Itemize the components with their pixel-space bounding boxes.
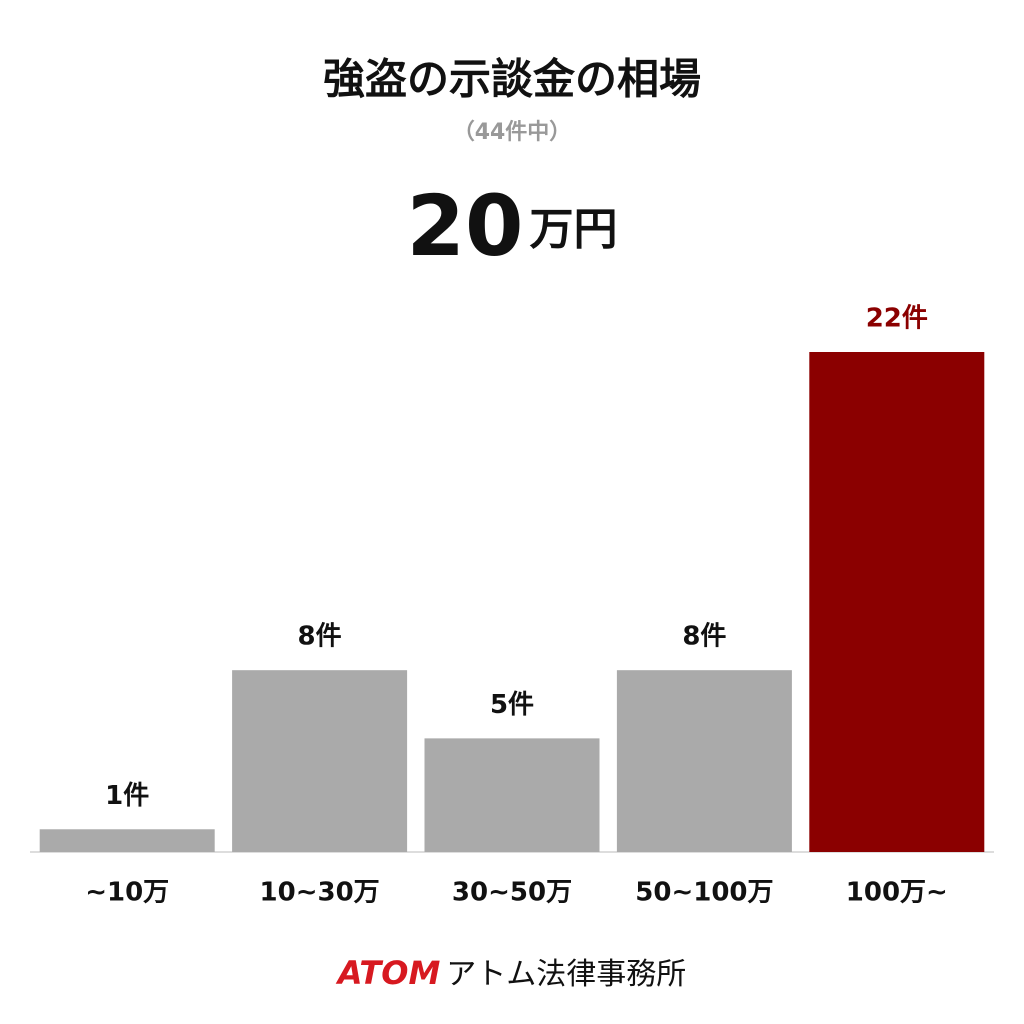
value-label: 8件: [298, 622, 342, 652]
headline-number: 20: [407, 177, 524, 275]
value-label: 22件: [866, 304, 928, 334]
chart-subtitle: （44件中）: [453, 120, 572, 145]
headline: 20 万円: [407, 177, 618, 275]
footer-name: アトム法律事務所: [446, 957, 686, 992]
bar: [232, 670, 408, 852]
value-label: 8件: [682, 622, 726, 652]
bar: [424, 738, 600, 852]
x-tick-label: 10~30万: [260, 878, 380, 908]
value-label: 1件: [105, 781, 149, 811]
bar: [809, 352, 985, 852]
footer-brand: ATOM: [335, 954, 441, 992]
x-tick-label: ~10万: [85, 878, 169, 908]
bar: [616, 670, 792, 852]
footer: ATOM アトム法律事務所: [335, 954, 687, 992]
x-tick-label: 50~100万: [635, 878, 773, 908]
headline-unit: 万円: [529, 204, 617, 255]
value-label: 5件: [490, 690, 534, 720]
chart-title: 強盗の示談金の相場: [323, 55, 701, 104]
bar: [39, 829, 215, 852]
x-tick-label: 30~50万: [452, 878, 572, 908]
x-tick-label: 100万~: [846, 878, 948, 908]
